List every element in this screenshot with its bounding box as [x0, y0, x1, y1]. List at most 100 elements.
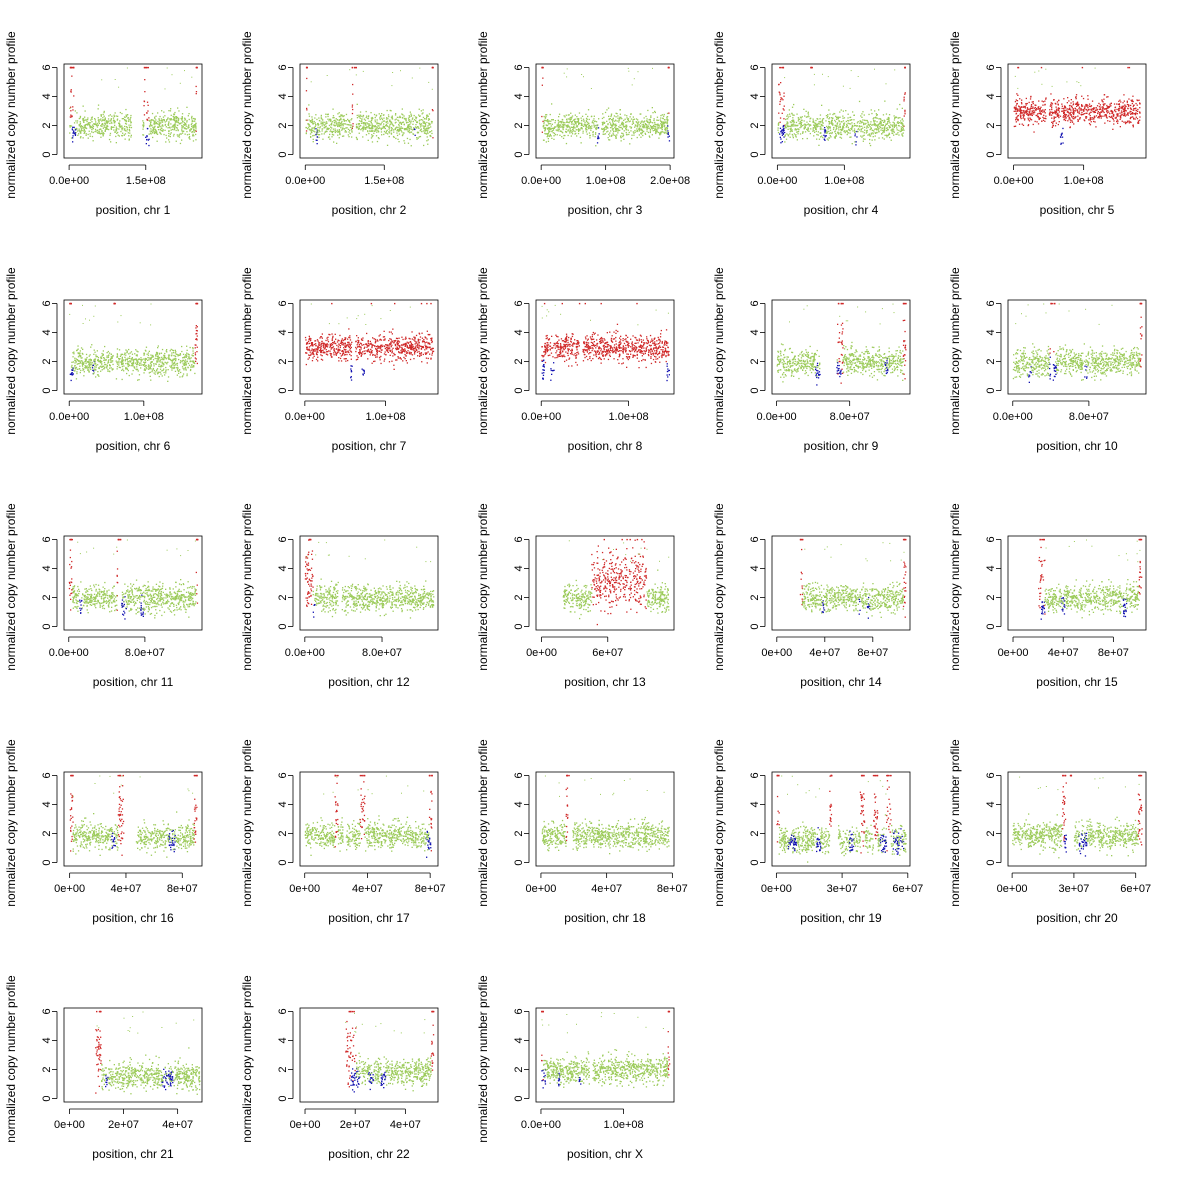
data-point	[389, 120, 391, 123]
data-point	[1119, 126, 1121, 128]
data-point	[601, 127, 603, 130]
data-point	[797, 131, 799, 133]
data-point	[127, 117, 130, 119]
data-point	[884, 126, 886, 128]
data-point	[869, 138, 871, 141]
data-point	[550, 135, 552, 137]
data-point	[1023, 109, 1025, 112]
data-point	[90, 368, 92, 371]
data-point	[553, 138, 555, 140]
data-point	[1076, 105, 1078, 107]
data-point	[1107, 110, 1109, 112]
data-point	[564, 123, 566, 126]
data-point	[553, 135, 555, 137]
data-point	[849, 116, 852, 118]
data-point	[552, 119, 554, 121]
data-point	[392, 135, 395, 138]
data-point	[1065, 109, 1067, 111]
data-point	[422, 116, 425, 119]
data-point	[407, 130, 409, 133]
saturated-gain-point	[354, 66, 356, 69]
data-point	[331, 127, 333, 129]
data-point	[426, 127, 428, 129]
data-point	[627, 118, 630, 120]
data-point	[401, 127, 403, 129]
data-point	[799, 116, 802, 118]
data-point	[77, 359, 79, 362]
data-point	[893, 131, 895, 133]
data-point	[1124, 115, 1127, 117]
data-point	[177, 355, 179, 357]
data-point	[1118, 106, 1121, 108]
data-point	[97, 117, 99, 119]
saturated-gain-point	[73, 66, 75, 69]
data-point	[612, 129, 614, 131]
data-point	[102, 350, 104, 352]
data-point	[888, 132, 890, 134]
data-point	[171, 126, 173, 128]
data-point	[185, 123, 187, 126]
data-point	[542, 120, 544, 123]
data-point	[408, 119, 410, 121]
data-point	[352, 83, 354, 86]
data-point	[192, 360, 194, 362]
data-point	[823, 134, 825, 136]
data-point	[125, 368, 127, 370]
data-point	[1052, 112, 1054, 115]
data-point	[187, 362, 190, 365]
data-point	[144, 369, 146, 371]
data-point	[1077, 118, 1079, 121]
data-point	[70, 91, 72, 93]
data-point	[1062, 142, 1064, 144]
data-point	[351, 106, 353, 108]
data-point	[897, 117, 900, 119]
data-point	[1027, 119, 1030, 121]
data-point	[383, 126, 385, 128]
data-point	[782, 131, 784, 133]
data-point	[820, 136, 822, 138]
data-point	[70, 116, 72, 118]
data-point	[1106, 96, 1108, 98]
outlier-point	[114, 79, 116, 80]
data-point	[126, 372, 128, 375]
data-point	[548, 131, 550, 134]
data-point	[632, 131, 634, 133]
data-point	[663, 122, 665, 124]
data-point	[892, 132, 894, 135]
data-point	[412, 117, 414, 119]
data-point	[395, 137, 397, 140]
data-point	[892, 129, 894, 131]
data-point	[89, 122, 91, 124]
data-point	[136, 350, 138, 352]
data-point	[591, 127, 593, 129]
data-point	[1096, 105, 1099, 107]
data-point	[542, 126, 544, 128]
data-point	[82, 361, 84, 363]
data-point	[91, 126, 93, 128]
data-point	[622, 135, 624, 138]
data-point	[152, 119, 154, 121]
data-point	[626, 121, 628, 123]
data-point	[631, 123, 633, 125]
data-point	[1021, 110, 1023, 112]
data-point	[598, 133, 600, 135]
data-point	[818, 138, 821, 140]
data-point	[1106, 106, 1109, 108]
data-point	[415, 118, 417, 120]
data-point	[787, 124, 789, 126]
data-point	[154, 116, 156, 118]
data-point	[877, 126, 879, 128]
data-point	[97, 129, 99, 131]
data-point	[111, 357, 113, 359]
data-point	[1073, 116, 1075, 118]
data-point	[395, 118, 397, 120]
data-point	[181, 130, 183, 132]
data-point	[313, 120, 315, 123]
data-point	[1103, 111, 1105, 114]
data-point	[191, 117, 193, 119]
data-point	[156, 369, 158, 371]
data-point	[612, 122, 614, 124]
data-point	[167, 357, 169, 359]
data-point	[425, 133, 428, 135]
data-point	[343, 135, 345, 137]
